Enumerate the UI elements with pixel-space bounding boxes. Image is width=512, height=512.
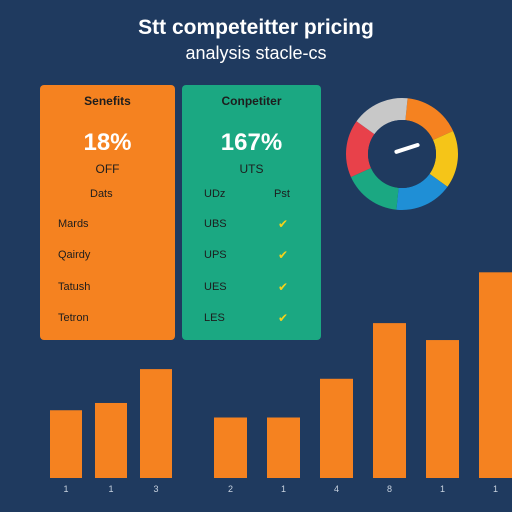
competitor-big-value: 167% [220, 129, 283, 156]
gauge-segment [350, 167, 399, 210]
gauge-segment [346, 121, 375, 178]
x-tick-label: 1 [281, 484, 286, 494]
check-icon: ✔ [278, 248, 289, 262]
competitor-col-header-2: Pst [274, 188, 290, 200]
x-tick-label: 8 [387, 484, 392, 494]
gauge-center [368, 120, 436, 188]
competitor-col-header-1: UDz [204, 188, 226, 200]
chart-subtitle: analysis stacle-cs [185, 43, 327, 63]
competitor-row-1: UBS [204, 218, 227, 230]
bar [140, 369, 172, 478]
check-icon: ✔ [278, 280, 289, 294]
bar [426, 340, 459, 478]
bar [373, 323, 406, 478]
gauge-chart [346, 98, 458, 210]
competitor-card-heading: Conpetiter [221, 94, 282, 108]
benefits-big-value: 18% [83, 129, 132, 156]
bar [50, 410, 82, 478]
competitor-row-4: LES [204, 312, 225, 324]
benefits-card-heading: Senefits [84, 94, 131, 108]
check-icon: ✔ [278, 311, 289, 325]
benefits-row-1: Mards [58, 218, 89, 230]
x-tick-label: 1 [440, 484, 445, 494]
bar [320, 378, 353, 478]
x-tick-label: 1 [108, 484, 113, 494]
benefits-card: Senefits 18% OFF Dats Mards Qairdy Tatus… [40, 85, 175, 340]
x-tick-label: 4 [334, 484, 339, 494]
x-tick-label: 3 [153, 484, 158, 494]
benefits-small-label: OFF [95, 162, 120, 176]
bar [214, 417, 247, 478]
competitor-card: Conpetiter 167% UTS UDz Pst UBS UPS UES … [182, 85, 321, 340]
check-icon: ✔ [278, 217, 289, 231]
competitor-row-2: UPS [204, 249, 227, 261]
x-tick-label: 1 [63, 484, 68, 494]
benefits-row-4: Tetron [58, 312, 89, 324]
gauge-segment [356, 98, 408, 135]
bar [267, 417, 300, 478]
gauge-segment [429, 130, 458, 187]
x-tick-label: 1 [493, 484, 498, 494]
bar [95, 402, 127, 478]
gauge-segment [396, 173, 448, 210]
x-tick-label: 2 [228, 484, 233, 494]
competitor-row-3: UES [204, 281, 227, 293]
bar [479, 272, 512, 478]
gauge-segment [405, 98, 454, 141]
benefits-col-header: Dats [90, 188, 113, 200]
benefits-row-3: Tatush [58, 281, 91, 293]
competitor-small-label: UTS [239, 162, 264, 176]
chart-title: Stt competeitter pricing [138, 16, 374, 39]
gauge-needle [394, 143, 420, 154]
benefits-row-2: Qairdy [58, 249, 91, 261]
